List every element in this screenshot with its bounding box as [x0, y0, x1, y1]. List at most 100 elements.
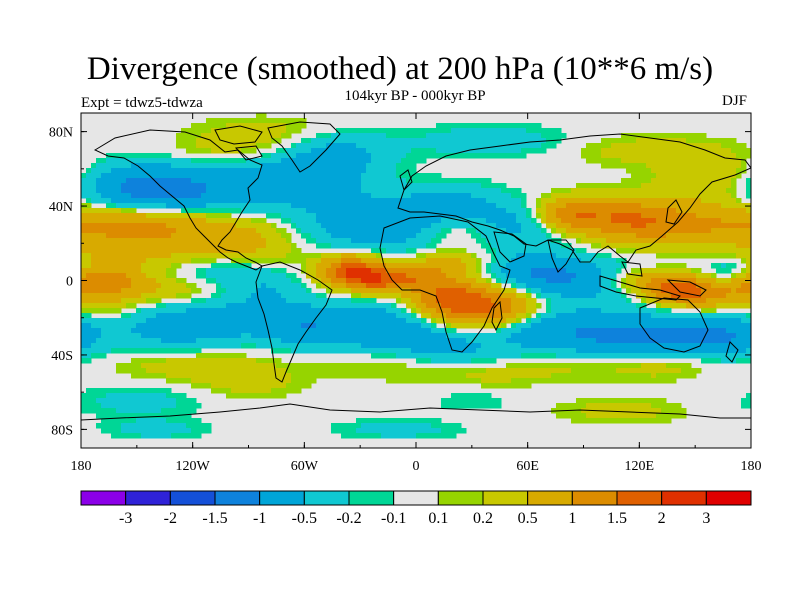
field-cell [411, 288, 437, 294]
field-cell [441, 268, 467, 274]
colorbar-label: 0.2 [473, 510, 493, 527]
field-cell [311, 278, 322, 284]
field-cell [581, 153, 602, 159]
field-cell [731, 183, 737, 189]
field-cell [491, 243, 562, 249]
field-cell [636, 248, 751, 254]
field-cell [206, 203, 292, 209]
field-cell [491, 283, 502, 289]
field-cell [446, 323, 452, 329]
field-cell [536, 303, 542, 309]
field-cell [411, 308, 417, 314]
field-cell [316, 323, 422, 329]
field-cell [321, 253, 342, 259]
field-cell [81, 228, 177, 234]
field-cell [596, 293, 622, 299]
field-cell [291, 218, 317, 224]
field-cell [101, 328, 132, 334]
field-cell [596, 338, 732, 344]
field-cell [456, 278, 477, 284]
field-cell [301, 263, 307, 269]
field-cell [521, 148, 547, 154]
field-cell [451, 393, 492, 399]
field-cell [516, 293, 527, 299]
field-cell [281, 133, 292, 139]
field-cell [476, 238, 487, 244]
field-cell [431, 223, 497, 229]
field-cell [121, 313, 132, 319]
field-cell [561, 243, 572, 249]
field-cell [166, 223, 237, 229]
field-cell [196, 353, 247, 359]
field-cell [336, 128, 452, 134]
field-cell [646, 298, 657, 304]
field-cell [571, 188, 727, 194]
field-cell [466, 288, 487, 294]
field-cell [216, 283, 222, 289]
field-cell [321, 278, 332, 284]
field-cell [521, 203, 527, 209]
field-cell [181, 208, 242, 214]
colorbar-box [80, 490, 127, 506]
field-cell [626, 298, 632, 304]
field-cell [316, 268, 327, 274]
field-cell [501, 313, 517, 319]
field-cell [266, 238, 287, 244]
field-cell [81, 213, 147, 219]
field-cell [576, 348, 747, 354]
field-cell [581, 408, 662, 414]
field-cell [156, 278, 177, 284]
field-cell [141, 263, 172, 269]
field-cell [696, 213, 751, 219]
field-cell [551, 308, 577, 314]
field-cell [586, 413, 657, 419]
field-cell [586, 143, 612, 149]
field-cell [106, 203, 117, 209]
field-cell [511, 298, 527, 304]
field-cell [211, 388, 232, 394]
field-cell [396, 163, 417, 169]
field-cell [556, 223, 572, 229]
colorbar-label: -3 [119, 510, 132, 527]
field-cell [406, 318, 422, 324]
field-cell [431, 238, 442, 244]
field-cell [81, 348, 112, 354]
field-cell [256, 113, 267, 119]
colorbar-label: 0.5 [518, 510, 538, 527]
field-cell [481, 243, 492, 249]
field-cell [721, 143, 747, 149]
field-cell [501, 323, 507, 329]
field-cell [121, 288, 157, 294]
field-cell [541, 198, 557, 204]
field-cell [741, 158, 747, 164]
field-cell [256, 228, 277, 234]
field-cell [166, 373, 292, 379]
field-cell [346, 268, 372, 274]
field-cell [386, 283, 472, 289]
field-cell [96, 163, 132, 169]
field-cell [486, 198, 522, 204]
field-cell [131, 373, 167, 379]
field-cell [126, 178, 192, 184]
field-cell [401, 308, 407, 314]
field-cell [91, 343, 242, 349]
field-cell [501, 288, 517, 294]
south-america-coast [255, 261, 333, 383]
field-cell [96, 158, 107, 164]
field-cell [216, 288, 227, 294]
field-cell [371, 353, 397, 359]
field-cell [541, 213, 547, 219]
field-cell [356, 253, 377, 259]
field-cell [551, 298, 627, 304]
field-cell [331, 423, 362, 429]
field-cell [601, 308, 657, 314]
field-cell [606, 238, 751, 244]
field-cell [501, 268, 532, 274]
field-cell [261, 233, 282, 239]
lon-label: 180 [71, 459, 92, 474]
field-cell [496, 303, 512, 309]
field-cell [546, 218, 562, 224]
field-cell [721, 263, 727, 269]
field-cell [291, 348, 412, 354]
axis-ticks [80, 113, 752, 448]
